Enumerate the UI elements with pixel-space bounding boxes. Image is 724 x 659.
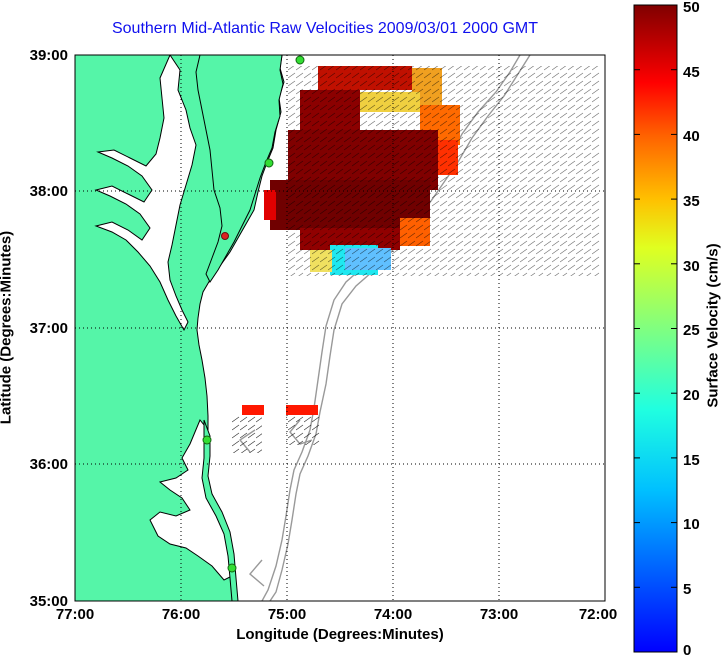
colorbar-tick-label: 5 bbox=[683, 581, 692, 598]
colorbar-tick-label: 10 bbox=[683, 516, 700, 533]
x-tick-label: 73:00 bbox=[479, 606, 519, 623]
colorbar-tick-label: 35 bbox=[683, 193, 700, 210]
x-tick-label: 75:00 bbox=[267, 606, 307, 623]
x-tick-label: 74:00 bbox=[373, 606, 413, 623]
map-title: Southern Mid-Atlantic Raw Velocities 200… bbox=[111, 20, 538, 37]
x-tick-label: 76:00 bbox=[161, 606, 201, 623]
colorbar-tick-label: 45 bbox=[683, 64, 700, 81]
plot-frame bbox=[74, 54, 606, 602]
y-tick-label: 37:00 bbox=[29, 320, 68, 337]
colorbar bbox=[633, 4, 678, 653]
y-tick-label: 38:00 bbox=[29, 183, 68, 200]
colorbar-tick-marks bbox=[634, 4, 677, 653]
y-tick-label: 36:00 bbox=[29, 456, 68, 473]
colorbar-tick-label: 15 bbox=[683, 452, 700, 469]
colorbar-tick-label: 20 bbox=[683, 387, 700, 404]
y-tick-label: 39:00 bbox=[29, 47, 68, 64]
velocity-field bbox=[232, 66, 600, 453]
outer-banks bbox=[201, 419, 239, 601]
y-axis-label: Latitude (Degrees:Minutes) bbox=[0, 230, 15, 425]
delmarva-peninsula bbox=[195, 55, 284, 283]
chesapeake-bay bbox=[94, 55, 197, 332]
grid-lines bbox=[75, 55, 605, 601]
colorbar-label: Surface Velocity (cm/s) bbox=[704, 243, 722, 408]
colorbar-tick-label: 40 bbox=[683, 128, 700, 145]
station-marker-duck[interactable] bbox=[202, 435, 212, 445]
colorbar-tick-label: 0 bbox=[683, 642, 692, 659]
colorbar-tick-label: 25 bbox=[683, 322, 700, 339]
colorbar-tick-label: 30 bbox=[683, 258, 700, 275]
station-marker-hatteras[interactable] bbox=[227, 563, 237, 573]
station-marker-offline[interactable] bbox=[221, 232, 229, 240]
station-marker-delaware[interactable] bbox=[264, 158, 274, 168]
y-tick-label: 35:00 bbox=[29, 593, 68, 610]
x-tick-label: 72:00 bbox=[578, 606, 618, 623]
colorbar-tick-label: 50 bbox=[683, 0, 700, 16]
x-axis-label: Longitude (Degrees:Minutes) bbox=[236, 626, 444, 643]
x-tick-label: 77:00 bbox=[55, 606, 95, 623]
station-marker-north[interactable] bbox=[295, 55, 305, 65]
